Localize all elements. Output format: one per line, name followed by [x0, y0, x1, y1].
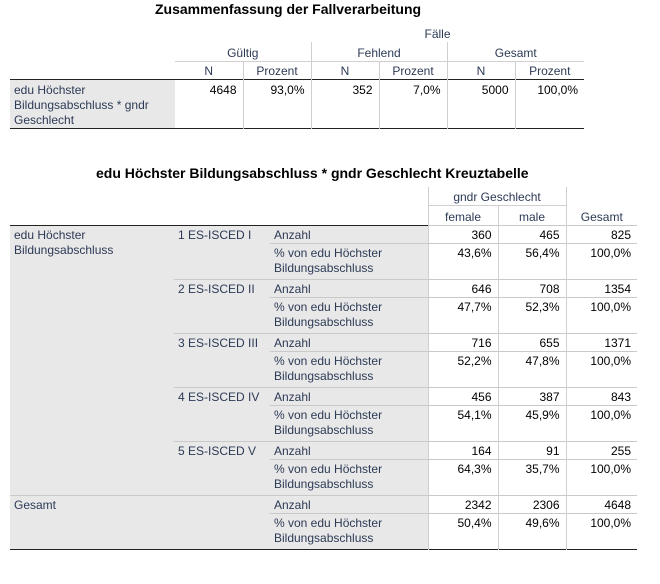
percent-cell: 50,4%: [427, 512, 499, 549]
column-header: N: [310, 61, 379, 79]
percent-cell: 52,2%: [427, 350, 499, 387]
count-cell: 4648: [565, 494, 638, 513]
count-cell: 456: [427, 386, 499, 405]
column-header: Prozent: [242, 61, 311, 79]
column-header: N: [446, 61, 515, 79]
percent-cell: 64,3%: [427, 458, 499, 495]
percent-cell: 47,8%: [497, 350, 567, 387]
statistic-label: Anzahl: [270, 494, 429, 513]
summary-title: Zusammenfassung der Fallverarbeitung: [155, 1, 422, 17]
percent-cell: 52,3%: [497, 296, 567, 333]
statistic-label: % von edu Höchster Bildungsabschluss: [270, 242, 429, 279]
count-cell: 716: [427, 332, 499, 351]
percent-cell: 43,6%: [427, 242, 499, 279]
column-header: Prozent: [514, 61, 585, 79]
statistic-label: % von edu Höchster Bildungsabschluss: [270, 350, 429, 387]
count-cell: 1371: [565, 332, 638, 351]
count-cell: 825: [565, 224, 638, 243]
count-cell: 91: [497, 440, 567, 459]
count-cell: 164: [427, 440, 499, 459]
statistic-label: % von edu Höchster Bildungsabschluss: [270, 458, 429, 495]
category-label: 4 ES-ISCED IV: [174, 386, 270, 441]
row-group-label: Gesamt: [10, 494, 270, 549]
count-cell: 1354: [565, 278, 638, 297]
percent-cell: 100,0%: [565, 458, 638, 495]
cell: 93,0%: [242, 79, 311, 128]
count-cell: 360: [427, 224, 499, 243]
cell: 352: [310, 79, 379, 128]
count-cell: 2306: [497, 494, 567, 513]
column-header-total: Gesamt: [565, 205, 638, 225]
count-cell: 387: [497, 386, 567, 405]
crosstab-title: edu Höchster Bildungsabschluss * gndr Ge…: [96, 165, 529, 181]
column-header: Prozent: [378, 61, 447, 79]
statistic-label: Anzahl: [270, 332, 429, 351]
statistic-label: % von edu Höchster Bildungsabschluss: [270, 512, 429, 549]
row-label: edu Höchster Bildungsabschluss * gndr Ge…: [10, 79, 175, 128]
cell: 5000: [446, 79, 515, 128]
category-label: 5 ES-ISCED V: [174, 440, 270, 495]
summary-table: Fälle Gültig Fehlend Gesamt N Prozent N …: [10, 24, 585, 129]
group-header: Fehlend: [310, 42, 447, 62]
percent-cell: 47,7%: [427, 296, 499, 333]
percent-cell: 100,0%: [565, 242, 638, 279]
percent-cell: 35,7%: [497, 458, 567, 495]
percent-cell: 100,0%: [565, 296, 638, 333]
statistic-label: Anzahl: [270, 386, 429, 405]
percent-cell: 54,1%: [427, 404, 499, 441]
count-cell: 708: [497, 278, 567, 297]
percent-cell: 49,6%: [497, 512, 567, 549]
statistic-label: Anzahl: [270, 278, 429, 297]
cell: 100,0%: [514, 79, 585, 128]
count-cell: 843: [565, 386, 638, 405]
cell: 7,0%: [378, 79, 447, 128]
crosstab-table: gndr Geschlecht female male Gesamt edu H…: [10, 187, 638, 550]
percent-cell: 100,0%: [565, 404, 638, 441]
percent-cell: 100,0%: [565, 512, 638, 549]
count-cell: 2342: [427, 494, 499, 513]
percent-cell: 45,9%: [497, 404, 567, 441]
cell: 4648: [209, 82, 237, 97]
column-header-male: male: [497, 205, 567, 225]
count-cell: 255: [565, 440, 638, 459]
category-label: 3 ES-ISCED III: [174, 332, 270, 387]
category-label: 2 ES-ISCED II: [174, 278, 270, 333]
count-cell: 465: [497, 224, 567, 243]
count-cell: 646: [427, 278, 499, 297]
group-header: Gesamt: [446, 42, 585, 62]
statistic-label: % von edu Höchster Bildungsabschluss: [270, 404, 429, 441]
gender-group-header: gndr Geschlecht: [427, 187, 567, 206]
column-header: N: [204, 63, 214, 78]
percent-cell: 100,0%: [565, 350, 638, 387]
percent-cell: 56,4%: [497, 242, 567, 279]
statistic-label: Anzahl: [270, 440, 429, 459]
count-cell: 655: [497, 332, 567, 351]
statistic-label: Anzahl: [270, 225, 429, 243]
group-header: Gültig: [175, 42, 311, 62]
faelle-header: Fälle: [424, 27, 451, 41]
column-header-female: female: [427, 205, 499, 225]
category-label: 1 ES-ISCED I: [174, 225, 270, 279]
statistic-label: % von edu Höchster Bildungsabschluss: [270, 296, 429, 333]
row-variable-label: edu Höchster Bildungsabschluss: [10, 225, 174, 495]
